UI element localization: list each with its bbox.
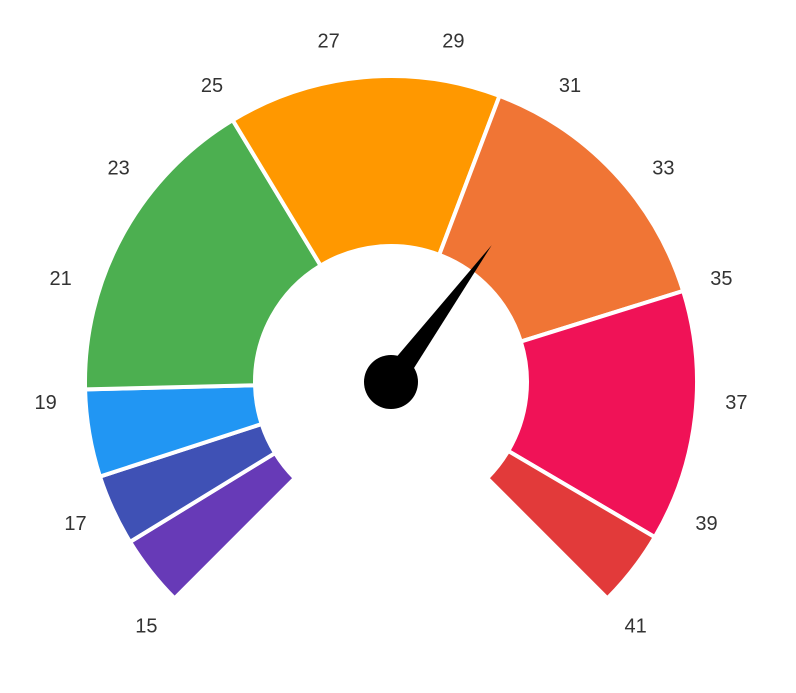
tick-label-27: 27 bbox=[318, 31, 340, 53]
tick-label-37: 37 bbox=[725, 392, 747, 414]
gauge-bands bbox=[83, 74, 699, 602]
tick-label-33: 33 bbox=[652, 158, 674, 180]
tick-label-25: 25 bbox=[201, 75, 223, 97]
tick-label-41: 41 bbox=[625, 616, 647, 638]
gauge-needle bbox=[364, 245, 492, 409]
gauge-band-7 bbox=[484, 448, 658, 602]
needle-pointer bbox=[381, 245, 492, 390]
tick-label-19: 19 bbox=[35, 392, 57, 414]
tick-label-21: 21 bbox=[50, 268, 72, 290]
tick-label-17: 17 bbox=[64, 513, 86, 535]
gauge-band-6 bbox=[505, 288, 699, 540]
gauge-tick-labels: 15 17 19 21 23 25 27 29 31 33 35 37 39 41 bbox=[35, 31, 748, 638]
tick-label-31: 31 bbox=[559, 75, 581, 97]
tick-label-15: 15 bbox=[135, 616, 157, 638]
gauge-band-3 bbox=[83, 117, 324, 392]
gauge-band-4 bbox=[229, 74, 503, 269]
tick-label-35: 35 bbox=[710, 268, 732, 290]
needle-hub bbox=[364, 355, 418, 409]
gauge-band-5 bbox=[436, 93, 686, 345]
tick-label-29: 29 bbox=[442, 31, 464, 53]
tick-label-23: 23 bbox=[108, 158, 130, 180]
tick-label-39: 39 bbox=[695, 513, 717, 535]
